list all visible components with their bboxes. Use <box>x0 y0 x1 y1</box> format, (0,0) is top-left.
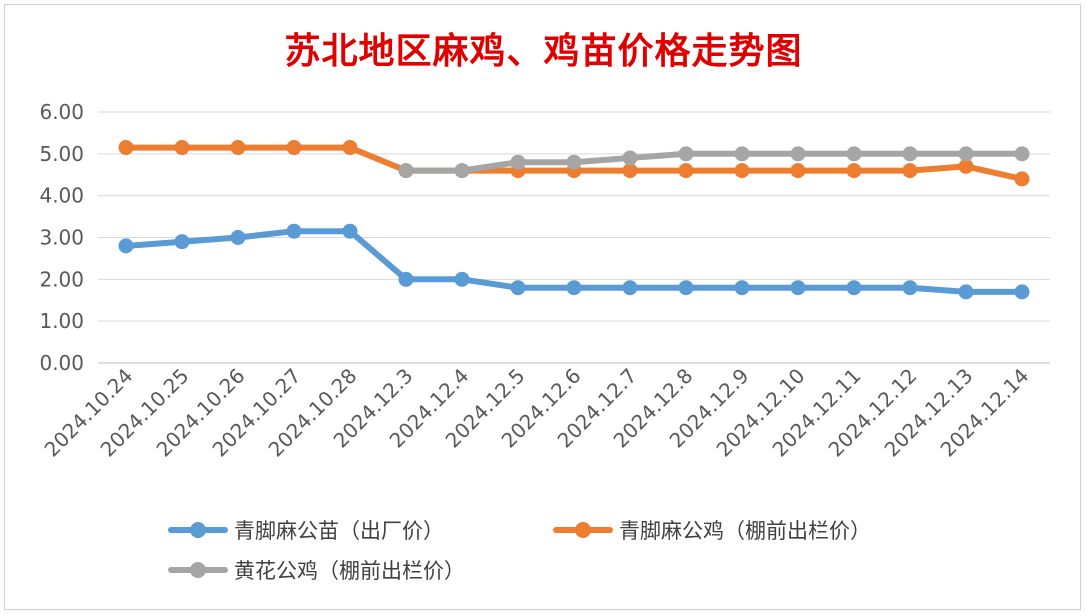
data-point-series-3 <box>398 163 414 179</box>
data-point-series-1 <box>398 271 414 287</box>
data-point-series-1 <box>174 234 190 250</box>
y-tick-label: 0.00 <box>39 351 84 375</box>
data-point-series-2 <box>734 163 750 179</box>
data-point-series-3 <box>566 154 582 170</box>
data-point-series-1 <box>566 280 582 296</box>
data-point-series-1 <box>1014 284 1030 300</box>
data-point-series-2 <box>678 163 694 179</box>
data-point-series-1 <box>118 238 134 254</box>
legend-label-series-3: 黄花公鸡（棚前出栏价） <box>234 559 465 583</box>
y-tick-label: 1.00 <box>39 309 84 333</box>
data-point-series-1 <box>790 280 806 296</box>
data-point-series-1 <box>510 280 526 296</box>
data-point-series-3 <box>678 146 694 162</box>
chart-frame <box>4 4 1081 610</box>
data-point-series-1 <box>734 280 750 296</box>
y-tick-label: 6.00 <box>39 100 84 124</box>
data-point-series-2 <box>958 158 974 174</box>
data-point-series-1 <box>230 230 246 245</box>
data-point-series-3 <box>902 146 918 162</box>
data-point-series-3 <box>510 154 526 170</box>
data-point-series-2 <box>622 163 638 179</box>
data-point-series-3 <box>454 163 470 179</box>
data-point-series-1 <box>958 284 974 300</box>
data-point-series-2 <box>174 140 190 156</box>
data-point-series-3 <box>846 146 862 162</box>
y-tick-label: 4.00 <box>39 184 84 208</box>
data-point-series-2 <box>230 140 246 156</box>
data-point-series-1 <box>678 280 694 296</box>
legend-label-series-1: 青脚麻公苗（出厂价） <box>234 519 444 543</box>
data-point-series-1 <box>846 280 862 296</box>
legend-item-series-3: 黄花公鸡（棚前出栏价） <box>168 555 465 585</box>
legend-swatch-series-1 <box>168 515 228 545</box>
legend: 青脚麻公苗（出厂价） 青脚麻公鸡（棚前出栏价） 黄花公鸡（棚前出栏价） <box>168 510 1068 590</box>
data-point-series-1 <box>342 223 358 239</box>
data-point-series-2 <box>846 163 862 179</box>
data-point-series-2 <box>1014 171 1030 187</box>
data-point-series-2 <box>342 140 358 156</box>
legend-label-series-2: 青脚麻公鸡（棚前出栏价） <box>619 519 871 543</box>
legend-item-series-1: 青脚麻公苗（出厂价） <box>168 515 444 545</box>
chart-title: 苏北地区麻鸡、鸡苗价格走势图 <box>284 30 803 72</box>
y-tick-label: 2.00 <box>39 267 84 291</box>
legend-item-series-2: 青脚麻公鸡（棚前出栏价） <box>553 515 871 545</box>
legend-swatch-series-3 <box>168 555 228 585</box>
data-point-series-3 <box>1014 146 1030 162</box>
data-point-series-3 <box>622 150 638 166</box>
data-point-series-1 <box>622 280 638 296</box>
series-line-3 <box>403 150 1025 174</box>
legend-swatch-series-2 <box>553 515 613 545</box>
data-point-series-1 <box>902 280 918 296</box>
data-point-series-2 <box>790 163 806 179</box>
data-point-series-3 <box>790 146 806 162</box>
data-point-series-3 <box>734 146 750 162</box>
data-point-series-3 <box>958 146 974 162</box>
y-tick-label: 5.00 <box>39 142 84 166</box>
data-point-series-2 <box>118 140 134 156</box>
data-point-series-2 <box>286 140 302 156</box>
data-point-series-2 <box>902 163 918 179</box>
y-tick-label: 3.00 <box>39 226 84 250</box>
data-point-series-1 <box>286 223 302 239</box>
data-point-series-1 <box>454 271 470 287</box>
